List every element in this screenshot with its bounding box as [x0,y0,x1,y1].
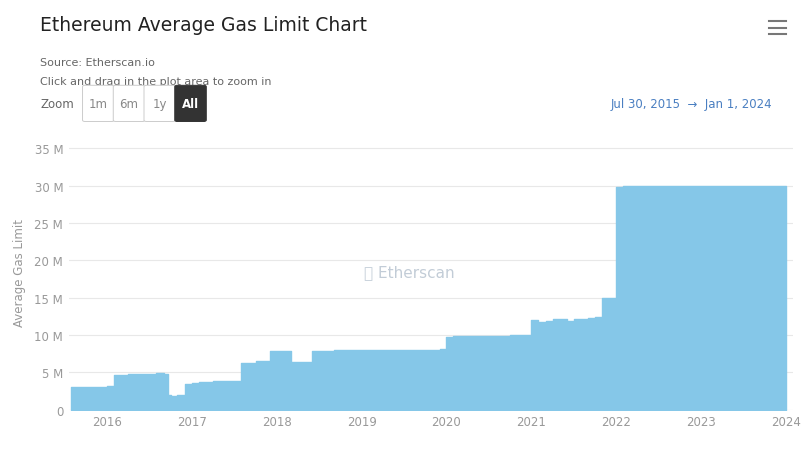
Text: Source: Etherscan.io: Source: Etherscan.io [40,58,155,68]
Text: Jul 30, 2015  →  Jan 1, 2024: Jul 30, 2015 → Jan 1, 2024 [611,98,773,111]
Text: Zoom: Zoom [40,98,74,111]
Text: All: All [182,98,199,111]
Text: ⓘ Etherscan: ⓘ Etherscan [364,264,455,280]
Y-axis label: Average Gas Limit: Average Gas Limit [13,218,26,326]
Text: Ethereum Average Gas Limit Chart: Ethereum Average Gas Limit Chart [40,16,367,35]
Text: Click and drag in the plot area to zoom in: Click and drag in the plot area to zoom … [40,76,272,87]
Text: 1m: 1m [89,98,108,111]
Text: 1y: 1y [153,98,167,111]
Text: 6m: 6m [120,98,138,111]
